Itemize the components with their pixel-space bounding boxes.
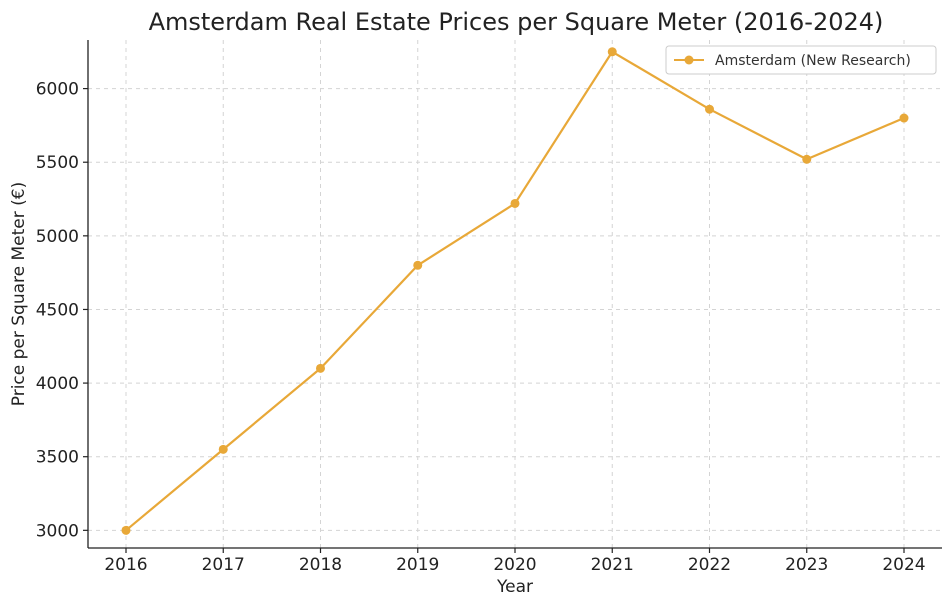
x-axis-ticks: 2016 2017 2018 2019 2020 2021 2022 2023 2024	[104, 548, 926, 575]
x-tick-label: 2016	[104, 555, 147, 575]
data-point-2016	[121, 525, 131, 535]
y-tick-label: 4500	[36, 300, 79, 320]
x-tick-label: 2017	[202, 555, 245, 575]
series-layer	[121, 47, 909, 535]
x-tick-label: 2024	[882, 555, 925, 575]
y-tick-label: 6000	[36, 80, 79, 100]
data-point-2023	[802, 154, 812, 164]
y-tick-label: 5500	[36, 153, 79, 173]
y-axis-label: Price per Square Meter (€)	[9, 182, 29, 407]
y-axis-ticks: 3000 3500 4000 4500 5000 5500 6000	[36, 80, 88, 541]
x-axis-label: Year	[496, 577, 533, 597]
data-point-2017	[218, 444, 228, 454]
chart-title: Amsterdam Real Estate Prices per Square …	[149, 8, 884, 36]
axes	[87, 40, 942, 549]
data-point-2018	[316, 363, 325, 373]
y-tick-label: 3000	[36, 521, 79, 541]
legend: Amsterdam (New Research)	[665, 45, 937, 75]
x-tick-label: 2019	[396, 555, 439, 575]
x-tick-label: 2023	[785, 555, 828, 575]
data-point-2021	[607, 47, 617, 57]
data-point-2024	[899, 113, 909, 123]
x-tick-label: 2021	[591, 555, 634, 575]
y-tick-label: 3500	[36, 448, 79, 468]
y-tick-label: 5000	[36, 227, 79, 247]
data-point-2022	[705, 104, 714, 114]
x-tick-label: 2018	[299, 555, 342, 575]
x-tick-label: 2022	[688, 555, 731, 575]
legend-entry-amsterdam: Amsterdam (New Research)	[715, 53, 911, 69]
legend-marker	[684, 55, 694, 65]
data-point-2019	[413, 260, 423, 270]
legend-box	[665, 45, 937, 75]
y-tick-label: 4000	[36, 374, 79, 394]
x-tick-label: 2020	[493, 555, 536, 575]
data-point-2020	[510, 198, 520, 208]
grid-lines	[88, 40, 942, 548]
